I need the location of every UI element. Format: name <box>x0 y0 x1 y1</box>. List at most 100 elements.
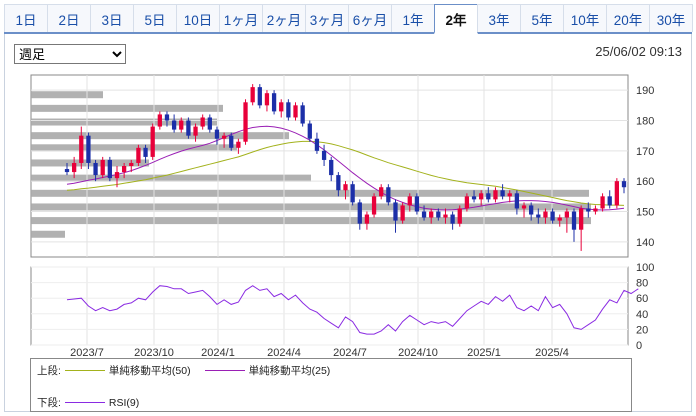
candle-body-19 <box>200 117 205 127</box>
rsi-swatch <box>64 402 105 403</box>
candle-body-77 <box>614 181 620 206</box>
volume-profile-bar-1 <box>31 104 223 112</box>
tab-11[interactable]: 3年 <box>477 4 521 32</box>
candle-body-5 <box>100 159 105 176</box>
volume-profile-bar-8 <box>31 203 591 211</box>
legend-lower-label: 下段: <box>37 397 61 409</box>
legend-ma25: 単純移動平均(25) <box>248 365 331 377</box>
candle-body-0 <box>64 169 70 173</box>
tab-1[interactable]: 2日 <box>47 4 91 32</box>
price-tick-label-2: 160 <box>636 176 654 188</box>
candle-body-22 <box>221 135 227 139</box>
candle-body-69 <box>557 217 562 221</box>
tab-5[interactable]: 1ヶ月 <box>219 4 263 32</box>
candle-body-49 <box>414 196 420 212</box>
candle-body-33 <box>300 105 305 124</box>
candle-body-41 <box>357 202 362 224</box>
legend-row-upper: 上段: 単純移動平均(50) 単純移動平均(25) <box>37 363 330 378</box>
candle-body-75 <box>600 196 605 209</box>
tab-10[interactable]: 2年 <box>434 4 478 34</box>
tab-4[interactable]: 10日 <box>176 4 220 32</box>
candle-body-62 <box>507 193 512 197</box>
candle-body-56 <box>464 196 470 209</box>
candle-body-72 <box>579 208 584 230</box>
x-tick-label-5: 2024/10 <box>398 347 438 359</box>
candle-body-64 <box>521 205 527 209</box>
rsi-tick-label-5: 100 <box>636 262 654 274</box>
candle-body-25 <box>243 102 248 142</box>
candle-body-36 <box>321 150 327 160</box>
price-tick-label-1: 150 <box>636 207 654 219</box>
volume-profile-bar-4 <box>31 144 237 152</box>
candle-body-3 <box>86 135 91 163</box>
x-tick-label-0: 2023/7 <box>70 347 104 359</box>
candle-body-26 <box>250 87 255 103</box>
legend-rsi: RSI(9) <box>108 396 140 409</box>
volume-profile-bar-6 <box>31 174 311 182</box>
candle-body-45 <box>386 187 391 203</box>
candle-body-30 <box>279 102 284 112</box>
tab-7[interactable]: 3ヶ月 <box>305 4 349 32</box>
candle-body-10 <box>136 147 141 163</box>
candle-body-60 <box>493 190 498 200</box>
price-tick-label-4: 180 <box>636 116 654 128</box>
candle-body-76 <box>607 196 612 206</box>
legend-row-lower: 下段: RSI(9) <box>37 395 139 410</box>
candle-body-51 <box>429 211 434 218</box>
tab-15[interactable]: 30年 <box>649 4 693 32</box>
candle-body-63 <box>514 193 520 209</box>
candle-body-39 <box>343 184 348 191</box>
candle-body-29 <box>271 93 277 112</box>
x-tick-label-2: 2024/1 <box>201 347 235 359</box>
candle-body-15 <box>171 120 177 130</box>
candle-body-4 <box>93 162 98 176</box>
rsi-tick-label-2: 40 <box>636 309 648 321</box>
candle-body-52 <box>436 211 441 218</box>
candle-body-7 <box>114 172 120 179</box>
volume-profile-bar-3 <box>31 132 289 140</box>
range-tabs: 1日 2日 3日 5日 10日 1ヶ月 2ヶ月 3ヶ月 6ヶ月 1年 2年 3年 5年 10年 20年 30年 <box>4 4 693 34</box>
candle-body-54 <box>450 214 455 224</box>
candle-body-58 <box>479 193 484 200</box>
candle-body-20 <box>207 117 212 130</box>
period-select[interactable]: 週足 <box>14 44 126 64</box>
volume-profile-bar-7 <box>31 189 589 197</box>
candle-body-6 <box>107 159 112 179</box>
volume-profile-bar-2 <box>31 118 217 126</box>
candle-body-28 <box>264 93 270 106</box>
candle-body-9 <box>129 162 134 166</box>
tab-8[interactable]: 6ヶ月 <box>348 4 392 32</box>
candle-body-66 <box>536 214 541 218</box>
candle-body-61 <box>500 190 505 197</box>
candle-body-70 <box>564 211 570 218</box>
candle-body-17 <box>186 120 191 136</box>
candle-body-78 <box>621 181 627 188</box>
tab-13[interactable]: 10年 <box>563 4 607 32</box>
tab-0[interactable]: 1日 <box>4 4 48 32</box>
timestamp: 25/06/02 09:13 <box>595 44 682 59</box>
candle-body-42 <box>364 214 370 224</box>
rsi-line <box>66 285 639 335</box>
candle-body-73 <box>586 208 591 212</box>
candle-body-43 <box>371 196 377 215</box>
rsi-tick-label-4: 80 <box>636 278 648 290</box>
tab-3[interactable]: 5日 <box>133 4 177 32</box>
rsi-tick-label-3: 60 <box>636 293 648 305</box>
candle-body-31 <box>286 102 291 118</box>
candle-body-13 <box>157 114 162 127</box>
candle-body-18 <box>193 126 198 136</box>
tab-12[interactable]: 5年 <box>520 4 564 32</box>
candle-body-50 <box>421 211 427 218</box>
candle-body-16 <box>179 120 184 130</box>
x-tick-label-4: 2024/7 <box>333 347 367 359</box>
candle-body-71 <box>571 211 577 230</box>
candle-body-32 <box>293 105 298 118</box>
tab-2[interactable]: 3日 <box>90 4 134 32</box>
tab-9[interactable]: 1年 <box>391 4 435 32</box>
legend-upper-label: 上段: <box>37 365 61 377</box>
candle-body-46 <box>393 202 398 221</box>
x-tick-label-3: 2024/4 <box>267 347 301 359</box>
candle-body-55 <box>457 208 462 224</box>
candle-body-27 <box>257 87 262 106</box>
candle-body-68 <box>550 211 555 221</box>
